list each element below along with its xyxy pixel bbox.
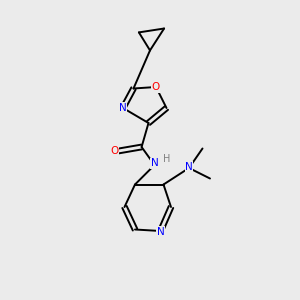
Text: N: N [151, 158, 158, 169]
Text: N: N [157, 226, 164, 237]
Text: O: O [152, 82, 160, 92]
Text: O: O [110, 146, 118, 157]
Text: N: N [185, 161, 193, 172]
Text: H: H [164, 154, 171, 164]
Text: N: N [119, 103, 127, 113]
